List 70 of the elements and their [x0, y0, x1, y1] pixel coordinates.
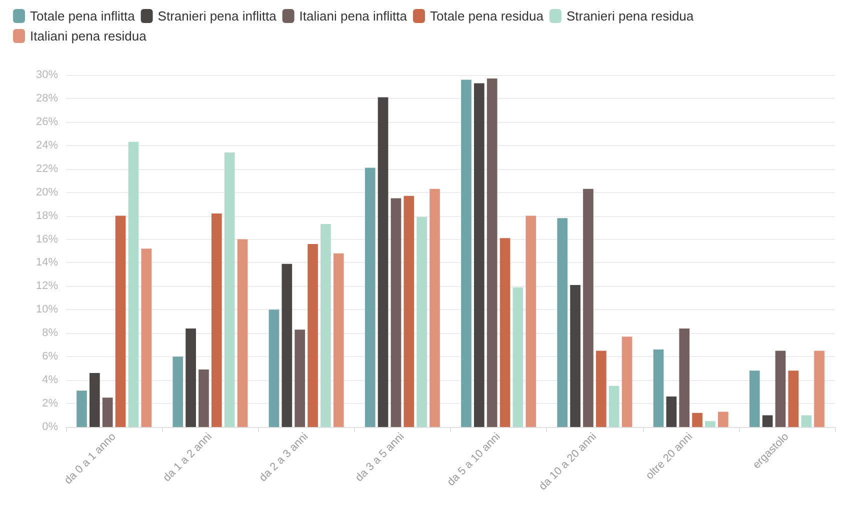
bar: [526, 216, 536, 427]
bar: [141, 248, 152, 427]
bar: [679, 328, 690, 427]
bar: [333, 253, 344, 427]
y-tick-label: 6%: [42, 350, 58, 363]
legend-label: Totale pena residua: [430, 8, 544, 24]
bar: [211, 213, 222, 427]
bar: [282, 264, 292, 427]
bar: [198, 370, 209, 427]
y-tick-label: 20%: [36, 186, 58, 198]
bar: [666, 396, 677, 427]
bar: [102, 398, 113, 427]
y-tick-label: 18%: [36, 210, 58, 222]
bar: [320, 224, 331, 427]
y-tick-label: 22%: [36, 162, 58, 175]
y-tick-label: 28%: [36, 92, 58, 104]
bar: [172, 356, 184, 427]
bar: [186, 328, 196, 427]
bar: [596, 350, 606, 427]
bar: [404, 196, 414, 427]
bar: [76, 390, 87, 427]
bar: [430, 188, 440, 427]
bar: [500, 238, 510, 427]
bar: [294, 330, 306, 427]
bar: [115, 216, 126, 427]
bar: [583, 188, 594, 427]
y-tick-label: 4%: [42, 374, 58, 386]
bar: [461, 80, 472, 427]
y-tick-label: 30%: [36, 69, 58, 81]
legend-label: Italiani pena inflitta: [299, 8, 408, 24]
bar: [749, 370, 760, 427]
bar: [788, 370, 799, 427]
bar: [512, 287, 524, 427]
y-tick-label: 26%: [36, 116, 58, 128]
bar: [224, 152, 235, 427]
y-tick-label: 8%: [42, 327, 58, 340]
bar: [653, 350, 664, 427]
y-tick-label: 16%: [36, 233, 58, 246]
bar: [237, 239, 248, 427]
bar: [128, 142, 139, 427]
bar: [268, 310, 280, 427]
bar: [705, 421, 716, 427]
bar: [570, 285, 580, 427]
bar: [90, 373, 100, 427]
y-tick-label: 2%: [42, 398, 58, 410]
bar: [801, 415, 812, 427]
bar: [390, 198, 402, 427]
legend-label: Stranieri pena inflitta: [158, 8, 278, 24]
bar: [718, 412, 728, 427]
legend-label: Italiani pena residua: [30, 28, 148, 44]
bar: [416, 216, 427, 427]
bar: [308, 244, 318, 427]
y-tick-label: 10%: [36, 304, 58, 316]
legend-label: Totale pena inflitta: [30, 8, 136, 24]
y-tick-label: 12%: [36, 280, 58, 292]
bar: [775, 350, 786, 427]
bar: [622, 336, 632, 427]
bar: [762, 415, 773, 427]
bar: [364, 168, 376, 427]
bar: [474, 83, 484, 427]
bar: [486, 78, 498, 427]
bar: [557, 218, 568, 427]
y-tick-label: 24%: [36, 139, 58, 152]
legend-label: Stranieri pena residua: [566, 8, 694, 24]
bar: [814, 350, 824, 427]
bar: [608, 386, 620, 427]
bar: [692, 412, 702, 427]
y-tick-label: 0%: [42, 421, 58, 433]
y-tick-label: 14%: [36, 256, 58, 269]
bar: [378, 97, 388, 427]
